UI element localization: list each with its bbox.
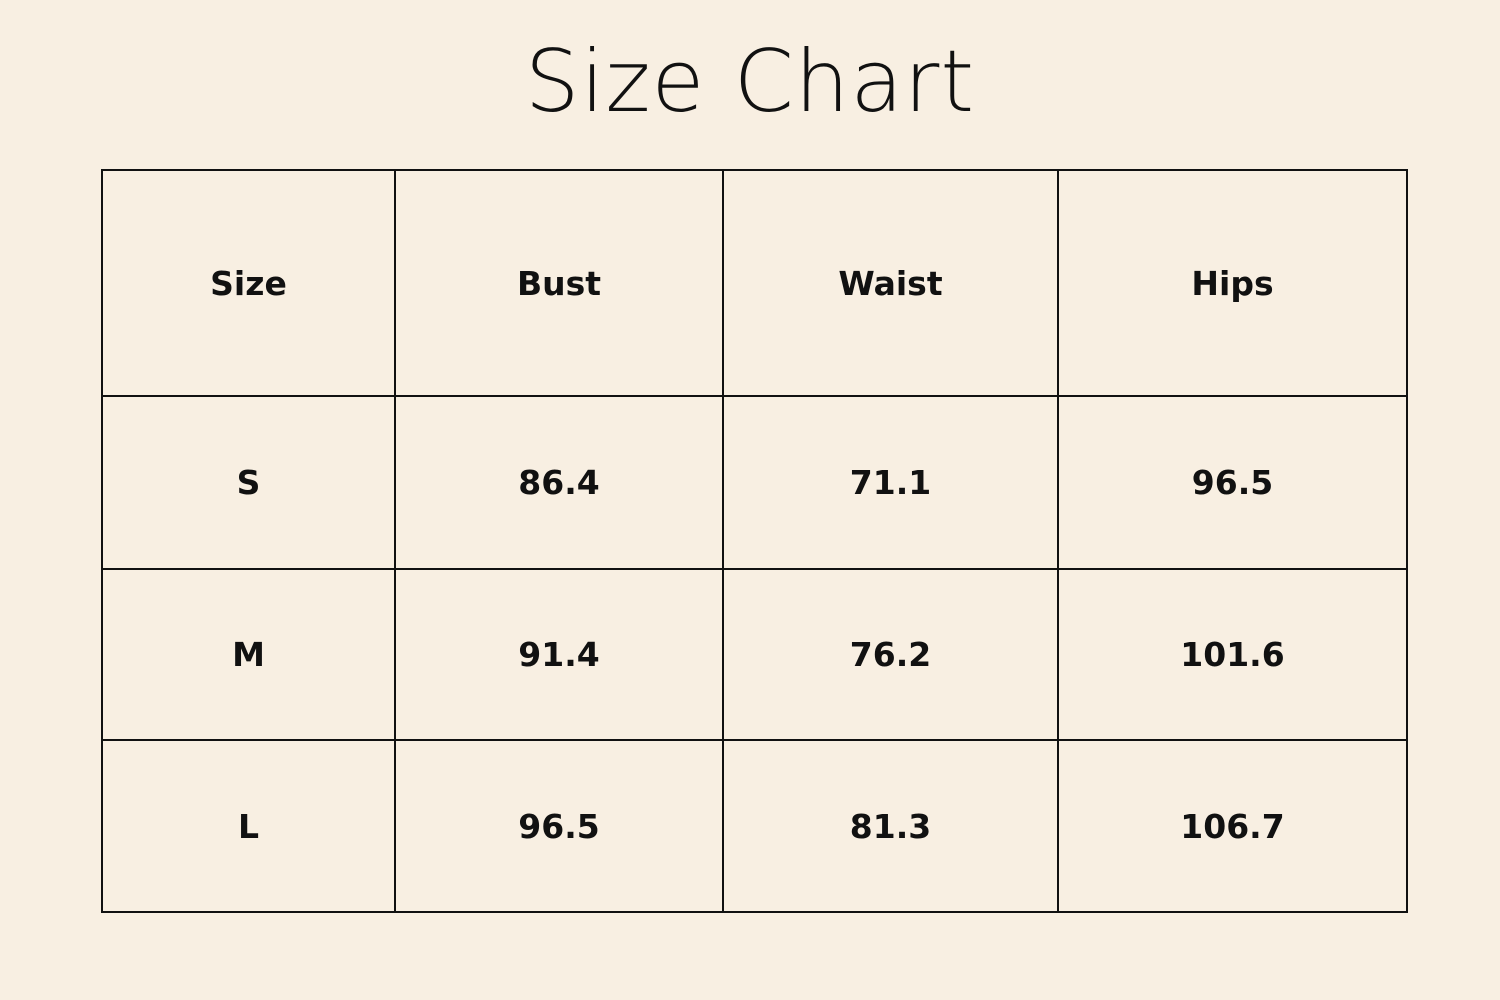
- cell-bust: 91.4: [394, 568, 724, 741]
- header-bust: Bust: [394, 169, 724, 397]
- cell-hips: 101.6: [1057, 568, 1408, 741]
- cell-hips: 96.5: [1057, 395, 1408, 570]
- cell-size: M: [101, 568, 396, 741]
- size-chart-table: Size Bust Waist Hips S 86.4 71.1 96.5 M …: [101, 169, 1408, 913]
- cell-size: S: [101, 395, 396, 570]
- cell-waist: 71.1: [722, 395, 1059, 570]
- cell-hips: 106.7: [1057, 739, 1408, 913]
- table-row: L 96.5 81.3 106.7: [101, 739, 1408, 913]
- cell-bust: 86.4: [394, 395, 724, 570]
- cell-waist: 76.2: [722, 568, 1059, 741]
- header-size: Size: [101, 169, 396, 397]
- table-header-row: Size Bust Waist Hips: [101, 169, 1408, 397]
- cell-bust: 96.5: [394, 739, 724, 913]
- header-waist: Waist: [722, 169, 1059, 397]
- table-row: M 91.4 76.2 101.6: [101, 568, 1408, 741]
- cell-waist: 81.3: [722, 739, 1059, 913]
- table-row: S 86.4 71.1 96.5: [101, 395, 1408, 570]
- cell-size: L: [101, 739, 396, 913]
- page-title: Size Chart: [524, 32, 976, 132]
- header-hips: Hips: [1057, 169, 1408, 397]
